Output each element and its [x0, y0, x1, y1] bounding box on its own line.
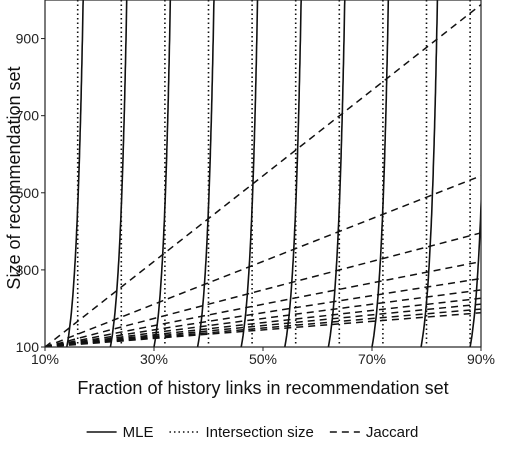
mle-curve: [153, 0, 172, 347]
plot-frame: [44, 0, 482, 348]
x-tick-label: 10%: [31, 351, 59, 367]
mle-curve: [196, 0, 215, 347]
x-tick-label: 70%: [358, 351, 386, 367]
jaccard-line: [45, 175, 481, 347]
legend-label: Intersection size: [205, 424, 313, 441]
y-tick-label: 900: [16, 31, 40, 47]
jaccard-line: [45, 277, 481, 347]
series-intersection-size: [76, 0, 471, 347]
y-tick-label: 300: [16, 262, 40, 278]
jaccard-line: [45, 312, 481, 347]
mle-curve: [469, 185, 481, 347]
y-tick-label: 700: [16, 108, 40, 124]
mle-curve: [327, 0, 346, 347]
x-axis-title: Fraction of history links in recommendat…: [77, 378, 448, 398]
mle-curve: [66, 0, 84, 347]
jaccard-line: [45, 303, 481, 347]
jaccard-line: [45, 289, 481, 347]
x-tick-label: 90%: [467, 351, 495, 367]
jaccard-line: [45, 4, 481, 347]
x-tick-label: 50%: [249, 351, 277, 367]
y-axis-title: Size of recommendation set: [4, 66, 24, 289]
mle-curve: [284, 0, 302, 347]
axis-layer: 10% 30% 50% 70% 90% 100 300 500 700 900: [16, 31, 495, 367]
series-layer: [45, 0, 481, 347]
x-tick-label: 30%: [140, 351, 168, 367]
legend: MLE Intersection size Jaccard: [86, 424, 419, 441]
y-tick-label: 500: [16, 185, 40, 201]
jaccard-line: [45, 297, 481, 347]
mle-curve: [420, 0, 439, 347]
series-jaccard: [45, 4, 481, 347]
y-tick-label: 100: [16, 339, 40, 355]
mle-curve: [109, 0, 128, 347]
jaccard-line: [45, 232, 481, 347]
legend-label: MLE: [123, 424, 154, 441]
mle-curve: [240, 0, 259, 347]
jaccard-line: [45, 260, 481, 347]
series-mle: [66, 0, 481, 347]
mle-curve: [371, 0, 390, 347]
legend-label: Jaccard: [366, 424, 419, 441]
